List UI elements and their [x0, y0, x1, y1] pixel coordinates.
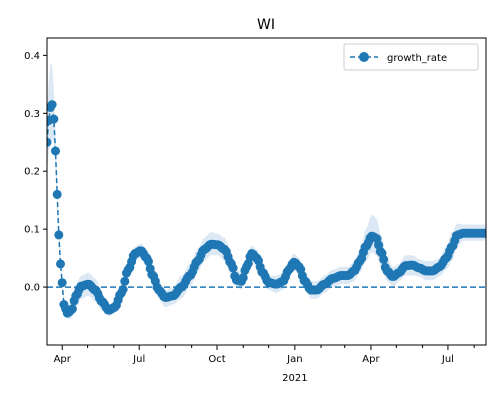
y-tick-label: 0.0 — [24, 283, 40, 294]
x-tick-label: Jan — [286, 354, 302, 365]
data-point — [238, 273, 248, 283]
data-point — [57, 278, 67, 288]
data-point — [144, 256, 153, 266]
uncertainty-band — [47, 64, 486, 319]
plot-inner — [47, 64, 486, 319]
plot-frame — [46, 37, 487, 346]
data-point — [480, 228, 486, 238]
data-point — [52, 189, 62, 199]
x-tick-label: Apr — [54, 354, 72, 365]
data-point — [49, 114, 59, 124]
legend-label: growth_rate — [387, 53, 447, 64]
data-point — [47, 137, 52, 147]
y-tick-label: 0.2 — [24, 167, 40, 178]
legend: growth_rate — [343, 43, 479, 71]
x-tick-label: Jul — [441, 354, 454, 365]
data-point — [228, 263, 238, 273]
x-year-label: 2021 — [282, 373, 307, 384]
data-point — [379, 255, 389, 264]
data-point — [54, 230, 64, 240]
data-point — [118, 285, 128, 294]
data-point — [120, 276, 130, 286]
axes: 0.0 0.1 0.2 0.3 0.4 Apr Jul Oct Jan Apr Jul 2021 — [24, 37, 487, 384]
plot-area — [47, 64, 486, 319]
y-tick-label: 0.4 — [24, 51, 40, 62]
data-point — [47, 100, 57, 110]
y-tick-label: 0.1 — [24, 225, 40, 236]
y-tick-label: 0.3 — [24, 109, 40, 120]
data-point — [56, 259, 65, 269]
x-tick-label: Apr — [362, 354, 380, 365]
data-point — [51, 146, 60, 156]
chart-title: WI — [257, 17, 275, 33]
legend-marker — [359, 52, 369, 62]
x-tick-label: Oct — [208, 354, 225, 365]
x-tick-label: Jul — [132, 354, 145, 365]
legend-box — [343, 43, 479, 71]
data-point — [67, 304, 77, 314]
